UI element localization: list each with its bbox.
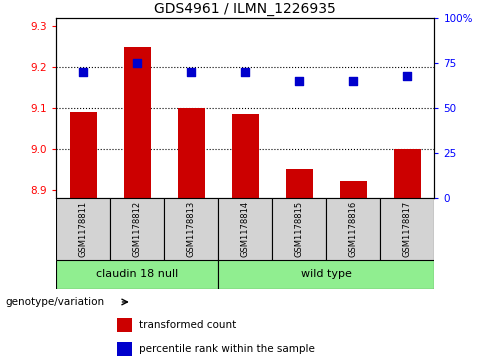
Bar [380,198,434,260]
Point [187,69,195,75]
Text: claudin 18 null: claudin 18 null [96,269,178,279]
Text: GSM1178817: GSM1178817 [403,201,412,257]
Bar [394,149,421,198]
Bar [123,47,151,198]
Text: percentile rank within the sample: percentile rank within the sample [139,344,315,354]
Point [295,78,303,84]
Bar [110,198,164,260]
Point [349,78,357,84]
Bar [178,108,204,198]
Bar [218,198,272,260]
Bar [56,198,110,260]
Text: GSM1178816: GSM1178816 [349,201,358,257]
Point [404,73,411,78]
Text: genotype/variation: genotype/variation [5,297,104,307]
Bar [218,260,434,289]
Bar [70,112,97,198]
Bar [56,260,218,289]
Bar [326,198,380,260]
Point [133,60,141,66]
Text: transformed count: transformed count [139,320,236,330]
Text: wild type: wild type [301,269,352,279]
Text: GSM1178815: GSM1178815 [295,201,304,257]
Text: GSM1178813: GSM1178813 [187,201,196,257]
Text: GSM1178814: GSM1178814 [241,201,250,257]
Point [79,69,87,75]
Bar [164,198,218,260]
Point [242,69,249,75]
Bar [340,182,367,198]
Bar [117,318,132,332]
Title: GDS4961 / ILMN_1226935: GDS4961 / ILMN_1226935 [154,2,336,16]
Bar [286,169,313,198]
Text: GSM1178811: GSM1178811 [79,201,88,257]
Bar [272,198,326,260]
Bar [232,114,259,198]
Bar [117,342,132,356]
Text: GSM1178812: GSM1178812 [133,201,142,257]
